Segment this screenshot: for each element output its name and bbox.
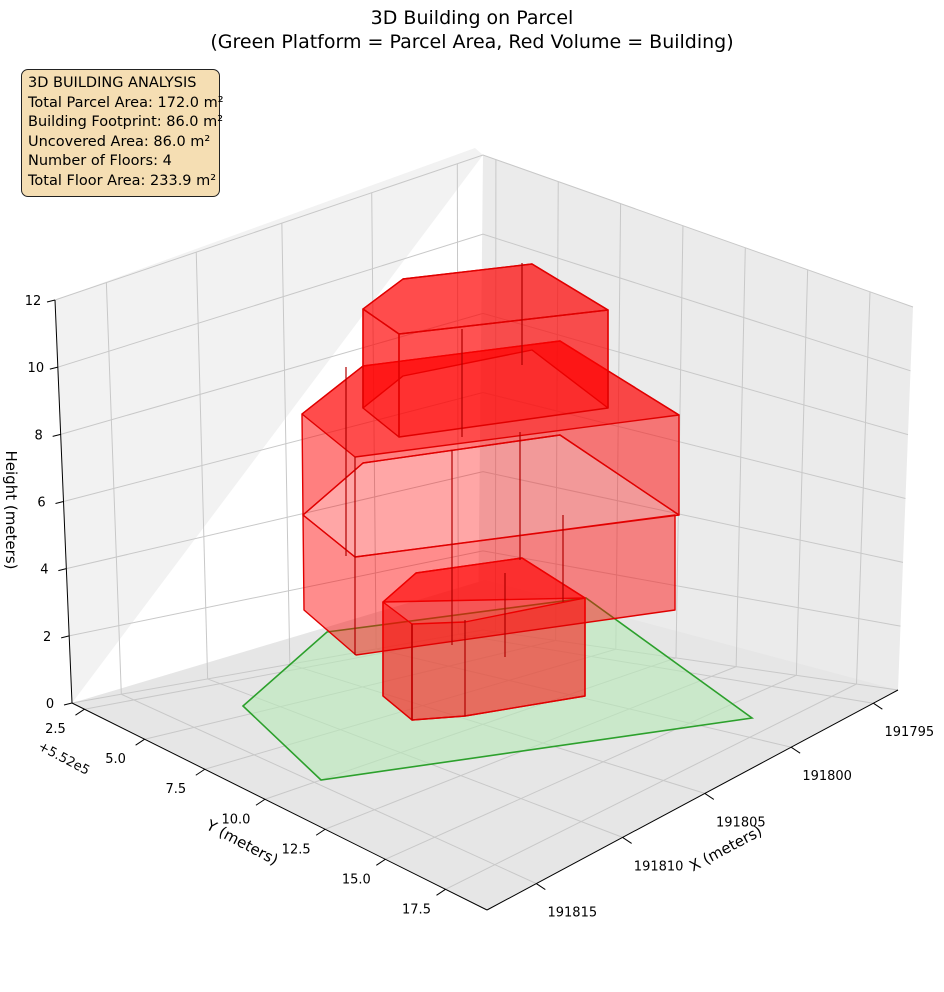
y-tick: [75, 708, 85, 716]
chart-subtitle: (Green Platform = Parcel Area, Red Volum…: [210, 31, 734, 53]
x-tick-label: 191800: [802, 769, 852, 784]
y-tick-label: 7.5: [165, 782, 186, 797]
y-tick: [135, 738, 145, 746]
info-box-line: Number of Floors: 4: [28, 153, 172, 170]
z-tick-label: 8: [35, 428, 43, 443]
y-offset-label: +5.52e5: [35, 739, 92, 779]
y-tick-label: 2.5: [45, 722, 66, 737]
y-tick: [315, 828, 326, 836]
grid-line: [69, 550, 901, 637]
y-tick-label: 10.0: [221, 812, 250, 827]
z-axis-line: [54, 299, 73, 704]
info-box-line: Total Floor Area: 233.9 m²: [28, 172, 217, 189]
y-tick-label: 17.5: [402, 902, 431, 917]
info-box: 3D BUILDING ANALYSIS Total Parcel Area: …: [21, 69, 224, 197]
x-tick: [790, 746, 801, 754]
z-tick: [63, 702, 73, 706]
x-tick: [622, 836, 632, 844]
tick-labels: 0 2 4 6 8 10 12 191795 191800 191805 191810 191815 2…: [25, 294, 934, 921]
x-tick-label: 191795: [885, 725, 935, 740]
info-box-line: Total Parcel Area: 172.0 m²: [28, 94, 224, 111]
y-tick: [376, 858, 386, 866]
chart-title: 3D Building on Parcel: [370, 7, 574, 29]
grid-line: [105, 282, 537, 885]
floor-4-front: [398, 309, 609, 438]
x-axis-line: [486, 689, 899, 911]
x-tick-label: 191815: [547, 906, 597, 921]
grid-line: [66, 471, 904, 570]
z-tick-label: 12: [25, 294, 42, 309]
floor-1-top: [382, 557, 586, 603]
y-tick: [436, 888, 446, 896]
parcel-layer: [241, 597, 755, 781]
y-tick: [195, 768, 206, 776]
info-box-line: Uncovered Area: 86.0 m²: [28, 133, 211, 150]
grid-line: [57, 233, 911, 372]
z-tick: [49, 366, 58, 370]
y-tick-label: 12.5: [282, 842, 311, 857]
z-tick: [61, 635, 70, 639]
grid-line: [445, 291, 871, 890]
y-tick-label: 5.0: [105, 752, 126, 767]
z-tick-label: 10: [28, 361, 45, 376]
x-tick-label: 191810: [634, 859, 684, 874]
grid-line: [324, 247, 746, 830]
z-tick: [52, 433, 61, 437]
z-tick-label: 6: [37, 496, 45, 511]
grid-line: [195, 252, 623, 838]
x-tick: [873, 702, 883, 710]
y-tick: [255, 798, 266, 806]
info-box-line: Building Footprint: 86.0 m²: [28, 114, 224, 131]
parcel-platform: [241, 597, 755, 781]
z-tick: [58, 568, 67, 572]
y-tick-label: 15.0: [342, 872, 371, 887]
info-box-heading: 3D BUILDING ANALYSIS: [28, 75, 197, 91]
z-tick-label: 4: [40, 563, 48, 578]
pane-back-left: [55, 148, 483, 703]
z-tick-label: 0: [46, 697, 54, 712]
grid-line: [54, 154, 914, 308]
y-axis-line: [71, 702, 488, 911]
z-tick-label: 2: [43, 630, 51, 645]
z-tick: [46, 299, 56, 303]
pane-back-right: [478, 155, 913, 690]
grid-line: [385, 269, 809, 860]
x-tick: [536, 883, 546, 891]
axes: [46, 299, 899, 911]
x-tick: [704, 792, 715, 800]
z-axis-label: Height (meters): [2, 451, 20, 570]
x-tick-label: 191805: [716, 815, 766, 830]
building-layer: [301, 263, 680, 721]
z-tick: [55, 501, 64, 504]
